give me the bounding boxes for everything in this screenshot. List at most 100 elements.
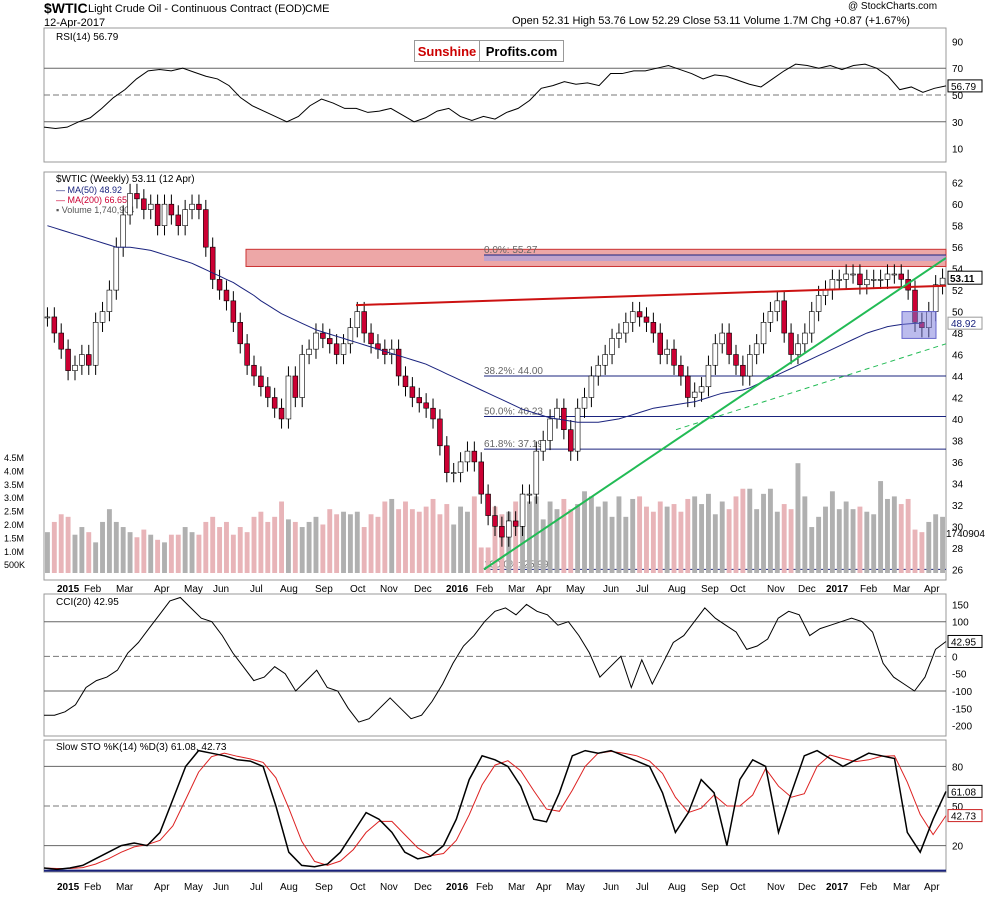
volume-bar (100, 521, 105, 573)
candle-body (939, 277, 946, 286)
volume-tick: 4.0M (4, 466, 24, 476)
candle-body (774, 300, 781, 312)
rsi-value-box (947, 79, 983, 93)
volume-bar (93, 542, 99, 573)
candle-body (299, 354, 305, 398)
candle-body (760, 322, 767, 345)
month-label-bottom: Nov (380, 882, 398, 893)
month-label: Oct (350, 584, 366, 595)
volume-bar (616, 496, 622, 573)
volume-bar (513, 501, 519, 573)
candle-body (843, 273, 849, 280)
volume-bar (726, 509, 732, 573)
green-dashed-line (675, 343, 947, 431)
volume-bar (444, 504, 450, 573)
volume-bar (733, 496, 739, 573)
volume-bar (86, 532, 92, 573)
candle-body (127, 193, 133, 216)
volume-bar (802, 496, 808, 573)
volume-bar (155, 539, 161, 573)
ma50-line (47, 225, 922, 423)
candle-body (691, 391, 698, 398)
sto-d-line (43, 750, 947, 869)
candle-body (457, 461, 464, 473)
candle-body (161, 203, 168, 226)
fib-label: 38.2%: 44.00 (484, 366, 543, 377)
candle-body (65, 348, 71, 371)
volume-bar (45, 532, 50, 573)
volume-bar (933, 514, 939, 573)
price-tick: 62 (952, 179, 964, 190)
candle-body (485, 493, 491, 516)
month-label-bottom: Sep (701, 882, 719, 893)
candle-body (574, 407, 581, 452)
month-label-bottom: Nov (767, 882, 785, 893)
month-label-bottom: Apr (154, 882, 170, 893)
month-label-bottom: Aug (280, 882, 298, 893)
symbol: $WTIC (44, 0, 88, 16)
candle-body (712, 343, 719, 366)
month-label: Feb (476, 584, 494, 595)
candle-body (657, 332, 663, 355)
volume-bar (237, 527, 243, 573)
candle-body (258, 375, 264, 388)
candle-body (430, 407, 436, 420)
sto-tick: 80 (952, 762, 964, 773)
volume-bar (175, 534, 181, 573)
candle-body (740, 364, 746, 377)
candle-body (802, 332, 808, 345)
volume-bar (540, 519, 546, 573)
volume-bar (113, 521, 119, 573)
month-label-bottom: Oct (730, 882, 746, 893)
candle-body (533, 450, 540, 495)
volume-tick: 1.0M (4, 547, 24, 557)
candle-body (540, 440, 546, 452)
candle-body (106, 289, 113, 312)
candle-body (292, 375, 299, 398)
candle-body (388, 348, 395, 355)
candle-body (492, 515, 498, 527)
logo-part-1: Sunshine (415, 41, 480, 61)
volume-bar (644, 506, 649, 573)
price-tick: 34 (952, 479, 964, 490)
month-label: 2016 (446, 584, 469, 595)
volume-bar (134, 537, 140, 573)
sto-tick: 50 (952, 802, 964, 813)
volume-bar (224, 521, 229, 573)
volume-bar (382, 501, 388, 573)
month-label: Dec (414, 584, 432, 595)
cci-value-label: 42.95 (951, 637, 976, 648)
candle-body (113, 246, 120, 291)
volume-bar (120, 527, 126, 573)
volume-bar (809, 527, 815, 573)
volume-bar (244, 532, 250, 573)
candle-body (629, 311, 636, 323)
candle-body (340, 343, 347, 355)
candle-body (313, 332, 319, 350)
month-label: Jul (250, 584, 263, 595)
month-label: Jul (636, 584, 649, 595)
candle-body (244, 343, 250, 366)
volume-bar (754, 509, 760, 573)
month-label: Apr (536, 584, 552, 595)
sto-d-value-label: 42.73 (951, 812, 976, 823)
month-label-bottom: Dec (798, 882, 816, 893)
candle-body (416, 397, 423, 404)
volume-bar (409, 509, 415, 573)
rsi-tick: 30 (952, 118, 964, 129)
candle-body (719, 332, 725, 345)
volume-bar (51, 521, 57, 573)
month-label: 2015 (57, 584, 80, 595)
candle-body (822, 289, 829, 296)
candle-body (251, 364, 257, 377)
price-tick: 26 (952, 565, 964, 576)
volume-bar (857, 506, 863, 573)
volume-label: ▪ Volume 1,740,904 (56, 205, 134, 215)
volume-bar (285, 519, 291, 573)
candle-body (450, 472, 457, 474)
candle-body (285, 375, 292, 420)
sto-d-value-box (947, 809, 983, 823)
cci-tick: 100 (952, 618, 969, 629)
candle-body (685, 375, 691, 398)
